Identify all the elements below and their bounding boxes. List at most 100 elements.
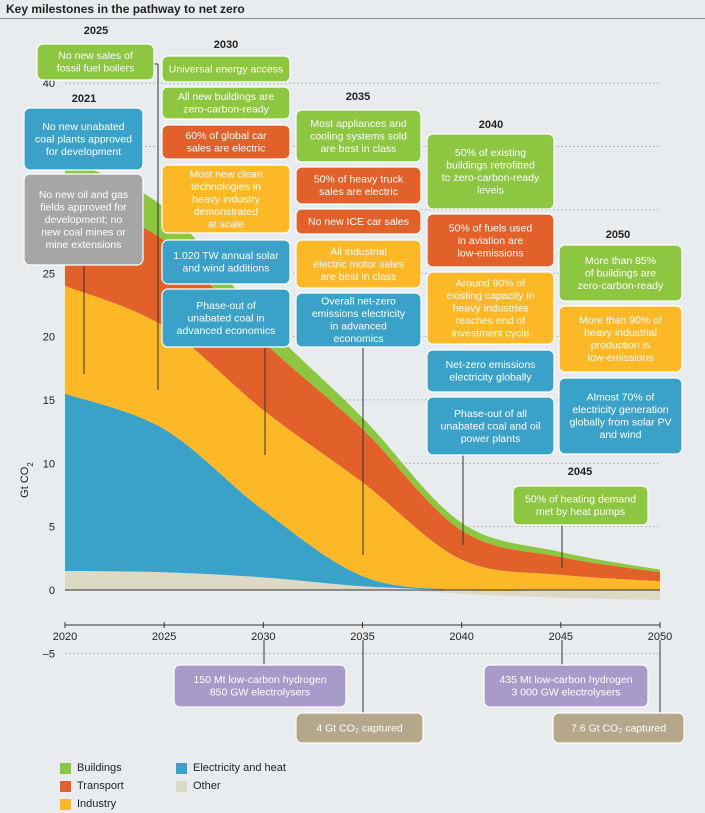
milestone-text-m2030-6-2: advanced economics bbox=[177, 325, 276, 337]
milestone-text-m2050-2-2: production is bbox=[591, 340, 651, 352]
milestone-text-m2040-3-3: reaches end of bbox=[456, 315, 526, 327]
legend-label-buildings: Buildings bbox=[77, 762, 122, 774]
milestone-text-m2030-4-2: heavy industry bbox=[192, 193, 260, 205]
milestone-text-m2040-2-0: 50% of fuels used bbox=[449, 222, 533, 234]
series-area-electricity bbox=[65, 393, 660, 592]
milestone-text-m2050-2-3: low-emissions bbox=[588, 352, 654, 364]
year-label-2035: 2035 bbox=[346, 91, 370, 103]
milestone-text-m2050-1-0: More than 85% bbox=[585, 255, 656, 267]
milestone-text-m2040-5-1: unabated coal and oil bbox=[441, 420, 541, 432]
milestone-text-m2050-3-2: globally from solar PV bbox=[569, 417, 671, 429]
y-tick-label--5: –5 bbox=[43, 648, 55, 660]
milestone-text-m2035-1-2: are best in class bbox=[321, 143, 397, 155]
milestone-text-m2021-2-4: mine extensions bbox=[46, 239, 122, 251]
milestone-rect-b2050-ccs bbox=[552, 712, 685, 744]
milestone-text-m2025-1-0: No new sales of bbox=[58, 50, 133, 62]
legend-swatch-transport bbox=[60, 780, 71, 792]
x-tick-label-2040: 2040 bbox=[449, 631, 473, 643]
legend-swatch-industry bbox=[60, 798, 71, 810]
legend-item-industry: Industry bbox=[60, 798, 116, 810]
milestone-text-m2030-3-1: sales are electric bbox=[187, 143, 266, 155]
milestone-rect-m2035-3 bbox=[295, 208, 422, 235]
milestone-text-m2030-1-0: Universal energy access bbox=[169, 63, 283, 75]
milestone-text-m2040-2-2: low-emissions bbox=[458, 247, 524, 259]
y-tick-label-15: 15 bbox=[43, 395, 55, 407]
milestone-text-b2045-h2-0: 435 Mt low-carbon hydrogen bbox=[499, 674, 632, 686]
y-tick-label-25: 25 bbox=[43, 268, 55, 280]
milestone-box-b2035-ccs: 4 Gt CO₂ captured bbox=[295, 712, 424, 744]
milestone-box-b2050-ccs: 7.6 Gt CO₂ captured bbox=[552, 712, 685, 744]
y-tick-label-20: 20 bbox=[43, 332, 55, 344]
legend-item-other: Other bbox=[176, 780, 221, 792]
milestone-text-b2050-ccs-0: 7.6 Gt CO₂ captured bbox=[571, 722, 666, 734]
milestone-rect-m2040-4 bbox=[426, 349, 555, 393]
milestone-text-m2021-2-1: fields approved for bbox=[40, 201, 127, 213]
milestone-text-m2050-3-1: electricity generation bbox=[572, 404, 668, 416]
milestone-text-m2030-6-0: Phase-out of bbox=[196, 300, 256, 312]
milestone-text-m2040-3-4: investment cycle bbox=[452, 327, 530, 339]
milestone-rect-m2035-4 bbox=[295, 239, 422, 289]
milestone-text-m2035-4-2: are best in class bbox=[321, 271, 397, 283]
leader-layer bbox=[83, 63, 661, 713]
milestone-text-m2040-4-1: electricity globally bbox=[449, 372, 532, 384]
milestone-text-m2035-3-0: No new ICE car sales bbox=[308, 216, 409, 228]
milestone-rect-m2035-2 bbox=[295, 166, 422, 205]
milestone-rect-b2045-h2 bbox=[483, 664, 649, 708]
milestone-text-m2021-2-2: development; no bbox=[45, 214, 123, 226]
year-label-2025: 2025 bbox=[84, 25, 108, 37]
milestone-text-m2030-2-0: All new buildings are bbox=[178, 91, 274, 103]
milestone-text-m2040-2-1: in aviation are bbox=[458, 235, 524, 247]
y-axis-title: Gt CO2 bbox=[19, 462, 35, 498]
milestone-rect-m2035-1 bbox=[295, 109, 422, 163]
yearlabel-layer: 2025 2030 2021 2035 2040 2050 2045 bbox=[72, 25, 630, 478]
milestone-rect-m2050-1 bbox=[558, 244, 683, 302]
milestone-text-m2040-3-0: Around 90% of bbox=[456, 277, 526, 289]
milestone-text-b2030-h2-1: 850 GW electrolysers bbox=[210, 687, 310, 699]
milestone-text-m2035-4-0: All industrial bbox=[330, 246, 387, 258]
milestone-text-b2035-ccs-0: 4 Gt CO₂ captured bbox=[316, 722, 403, 734]
milestone-text-m2035-1-1: cooling systems sold bbox=[310, 130, 407, 142]
milestone-text-m2040-4-0: Net-zero emissions bbox=[446, 359, 536, 371]
legend-swatch-other bbox=[176, 780, 187, 792]
year-label-2045: 2045 bbox=[568, 466, 592, 478]
milestone-text-m2030-5-0: 1.020 TW annual solar bbox=[173, 250, 279, 262]
milestone-text-m2021-1-2: for development bbox=[46, 146, 121, 158]
milestone-text-m2050-3-0: Almost 70% of bbox=[587, 392, 655, 404]
milestone-text-m2030-4-0: Most new clean bbox=[190, 168, 263, 180]
x-tick-label-2050: 2050 bbox=[648, 631, 672, 643]
milestone-text-m2021-1-0: No new unabated bbox=[42, 121, 124, 133]
legend-item-electricity: Electricity and heat bbox=[176, 762, 286, 774]
milestone-text-m2021-2-3: new coal mines or bbox=[41, 226, 126, 238]
milestone-text-m2035-2-1: sales are electric bbox=[319, 186, 398, 198]
milestone-text-m2021-2-0: No new oil and gas bbox=[39, 189, 128, 201]
milestone-text-m2030-3-0: 60% of global car bbox=[185, 130, 267, 142]
milestone-box-m2030-1: Universal energy access bbox=[161, 55, 291, 83]
y-tick-label-0: 0 bbox=[49, 585, 55, 597]
milestone-text-m2040-3-2: heavy industries bbox=[453, 302, 529, 314]
milestone-rect-m2040-3 bbox=[426, 271, 555, 345]
milestone-rect-m2030-6 bbox=[161, 288, 291, 348]
milestone-box-m2035-3: No new ICE car sales bbox=[295, 208, 422, 235]
milestone-rect-m2025-1 bbox=[36, 43, 155, 81]
milestone-text-m2030-4-3: demonstrated bbox=[194, 206, 258, 218]
milestone-text-m2040-1-2: to zero-carbon-ready bbox=[442, 172, 540, 184]
milestone-rect-m2045-1 bbox=[512, 485, 649, 526]
milestone-rect-b2035-ccs bbox=[295, 712, 424, 744]
milestone-box-m2050-1: More than 85%of buildings arezero-carbon… bbox=[558, 244, 683, 302]
milestone-text-m2025-1-1: fossil fuel boilers bbox=[57, 63, 135, 75]
milestone-text-m2050-1-1: of buildings are bbox=[585, 267, 656, 279]
milestone-rect-m2030-5 bbox=[161, 239, 291, 285]
milestone-text-m2030-5-1: and wind additions bbox=[183, 263, 270, 275]
milestone-text-m2040-1-1: buildings retrofitted bbox=[446, 160, 535, 172]
milestone-text-m2030-6-1: unabated coal in bbox=[187, 312, 264, 324]
